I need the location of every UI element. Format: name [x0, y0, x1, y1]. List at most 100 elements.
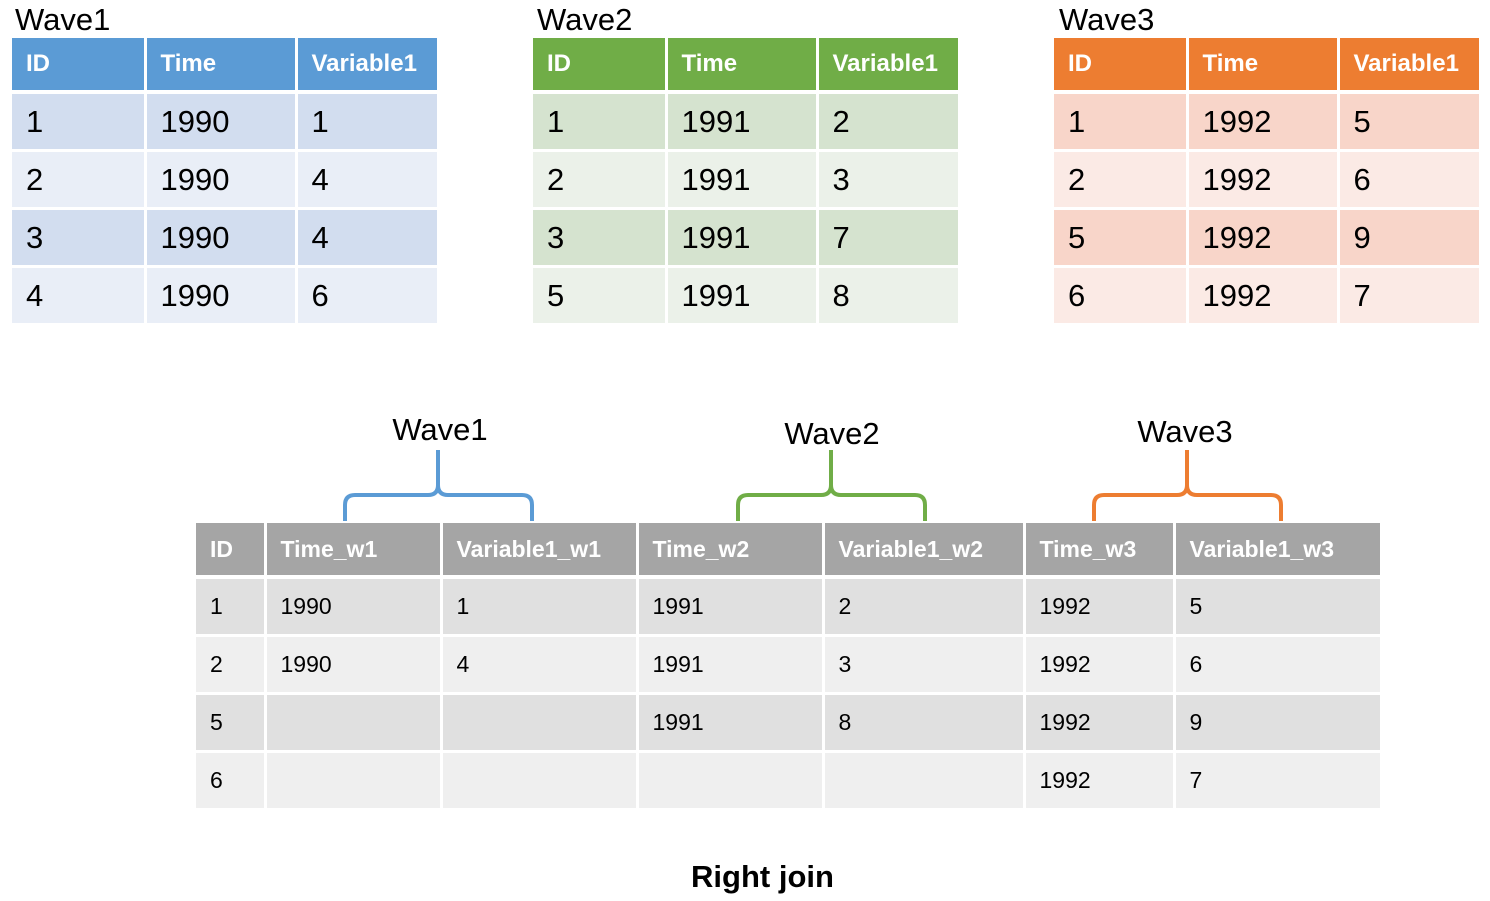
brace-wave1-icon [343, 450, 534, 521]
table-row: 1 1991 2 [533, 92, 958, 152]
brace-wave2-icon [736, 450, 927, 521]
table-cell: 1990 [145, 208, 298, 268]
table-cell: 8 [817, 266, 958, 326]
table-cell: 7 [1338, 266, 1479, 326]
table-cell [441, 693, 639, 753]
table-cell: 1991 [666, 266, 819, 326]
table-cell: 4 [296, 208, 437, 268]
table-cell: 1992 [1024, 751, 1176, 811]
table-row: 6 1992 7 [1054, 266, 1479, 326]
table-cell: 2 [533, 150, 668, 210]
table-row: 2 1992 6 [1054, 150, 1479, 210]
table-cell: 2 [817, 92, 958, 152]
table-cell: 1 [12, 92, 147, 152]
table-cell: 1 [196, 577, 267, 637]
table-cell: 7 [817, 208, 958, 268]
table-cell: 1990 [265, 635, 443, 695]
table-row: 3 1990 4 [12, 208, 437, 268]
table-cell: 1990 [265, 577, 443, 637]
wave3-table: ID Time Variable1 1 1992 5 2 1992 6 5 19… [1054, 38, 1479, 326]
column-header: ID [12, 38, 147, 94]
table-cell: 9 [1338, 208, 1479, 268]
table-header-row: ID Time_w1 Variable1_w1 Time_w2 Variable… [196, 523, 1380, 579]
table-cell: 4 [12, 266, 147, 326]
wave2-table: ID Time Variable1 1 1991 2 2 1991 3 3 19… [533, 38, 958, 326]
column-header: Time [1187, 38, 1340, 94]
column-header: Variable1 [817, 38, 958, 94]
wave1-title: Wave1 [15, 2, 111, 37]
table-cell: 2 [196, 635, 267, 695]
table-row: 5 1992 9 [1054, 208, 1479, 268]
table-cell [441, 751, 639, 811]
wave1-table: ID Time Variable1 1 1990 1 2 1990 4 3 19… [12, 38, 437, 326]
column-header: ID [196, 523, 267, 579]
table-cell: 4 [296, 150, 437, 210]
table-cell: 1 [441, 577, 639, 637]
table-cell: 3 [533, 208, 668, 268]
brace-wave3-icon [1092, 450, 1283, 521]
brace-label-wave2: Wave2 [784, 416, 880, 451]
table-cell: 3 [823, 635, 1026, 695]
table-cell: 5 [1054, 208, 1189, 268]
table-cell: 8 [823, 693, 1026, 753]
table-row: 1 1990 1 [12, 92, 437, 152]
table-cell: 6 [1338, 150, 1479, 210]
table-cell: 4 [441, 635, 639, 695]
table-cell: 6 [296, 266, 437, 326]
table-cell: 1990 [145, 266, 298, 326]
table-cell: 5 [196, 693, 267, 753]
table-cell: 1992 [1187, 208, 1340, 268]
table-cell: 1991 [666, 208, 819, 268]
table-cell [265, 751, 443, 811]
table-cell: 3 [817, 150, 958, 210]
table-cell: 1992 [1024, 577, 1176, 637]
table-cell: 6 [1054, 266, 1189, 326]
brace-label-wave1: Wave1 [392, 412, 488, 447]
table-row: 6 1992 7 [196, 751, 1380, 811]
table-cell: 1992 [1024, 693, 1176, 753]
column-header: ID [1054, 38, 1189, 94]
table-header-row: ID Time Variable1 [533, 38, 958, 94]
column-header: Variable1_w3 [1174, 523, 1380, 579]
table-row: 1 1990 1 1991 2 1992 5 [196, 577, 1380, 637]
table-cell: 1991 [666, 92, 819, 152]
column-header: Time [666, 38, 819, 94]
table-row: 1 1992 5 [1054, 92, 1479, 152]
column-header: Time_w2 [637, 523, 825, 579]
column-header: Time_w1 [265, 523, 443, 579]
table-cell: 2 [12, 150, 147, 210]
column-header: Variable1_w2 [823, 523, 1026, 579]
table-row: 5 1991 8 1992 9 [196, 693, 1380, 753]
table-cell: 1992 [1187, 150, 1340, 210]
table-cell: 1991 [637, 635, 825, 695]
table-row: 2 1991 3 [533, 150, 958, 210]
table-cell: 3 [12, 208, 147, 268]
table-row: 5 1991 8 [533, 266, 958, 326]
table-header-row: ID Time Variable1 [1054, 38, 1479, 94]
table-cell: 1 [533, 92, 668, 152]
table-row: 3 1991 7 [533, 208, 958, 268]
table-cell: 6 [1174, 635, 1380, 695]
joined-table: ID Time_w1 Variable1_w1 Time_w2 Variable… [196, 523, 1380, 811]
column-header: Variable1 [1338, 38, 1479, 94]
table-cell: 6 [196, 751, 267, 811]
table-row: 2 1990 4 1991 3 1992 6 [196, 635, 1380, 695]
table-cell: 9 [1174, 693, 1380, 753]
table-cell: 5 [1338, 92, 1479, 152]
table-cell: 1990 [145, 92, 298, 152]
table-cell: 1991 [637, 577, 825, 637]
column-header: Variable1 [296, 38, 437, 94]
wave2-title: Wave2 [537, 2, 633, 37]
table-row: 4 1990 6 [12, 266, 437, 326]
column-header: Variable1_w1 [441, 523, 639, 579]
table-cell: 1 [1054, 92, 1189, 152]
table-cell [265, 693, 443, 753]
table-cell [637, 751, 825, 811]
column-header: ID [533, 38, 668, 94]
table-cell: 1992 [1187, 266, 1340, 326]
table-header-row: ID Time Variable1 [12, 38, 437, 94]
table-cell: 1991 [666, 150, 819, 210]
table-cell: 7 [1174, 751, 1380, 811]
table-cell: 1992 [1024, 635, 1176, 695]
